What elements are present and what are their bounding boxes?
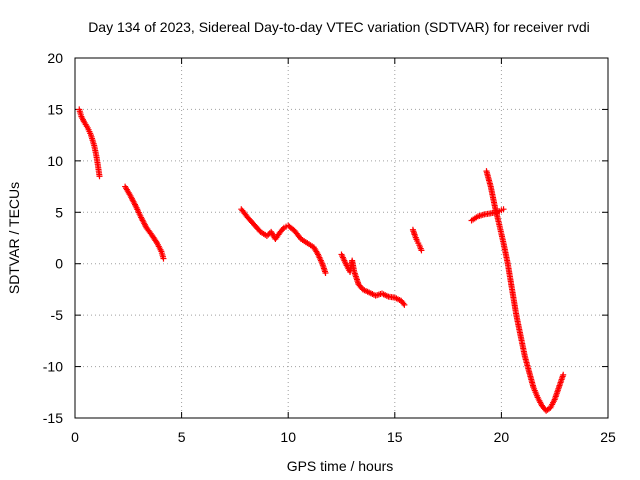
x-tick-label: 15 (387, 429, 403, 445)
series-arc-7 (483, 168, 567, 414)
x-tick-labels: 0 5 10 15 20 25 (71, 429, 616, 445)
y-tick-label: 15 (47, 101, 63, 117)
data-point (560, 371, 567, 378)
x-tick-label: 25 (600, 429, 616, 445)
data-point (500, 206, 507, 213)
plot-frame (74, 57, 609, 419)
series-arc-4 (338, 251, 408, 308)
x-tick-label: 5 (178, 429, 186, 445)
y-tick-label: -5 (51, 307, 64, 323)
x-tick-label: 0 (71, 429, 79, 445)
data-point (279, 226, 286, 232)
y-axis-label: SDTVAR / TECUs (6, 182, 22, 294)
x-tick-label: 20 (494, 429, 510, 445)
y-tick-labels: -15 -10 -5 0 5 10 15 20 (43, 50, 63, 426)
y-tick-label: -10 (43, 359, 63, 375)
data-point (400, 300, 407, 307)
data-point (160, 255, 167, 262)
y-tick-label: 20 (47, 50, 63, 66)
data-point (401, 301, 408, 308)
chart-title: Day 134 of 2023, Sidereal Day-to-day VTE… (88, 19, 590, 35)
series-arc-2 (122, 183, 167, 262)
axis-ticks (74, 57, 609, 419)
x-axis-label: GPS time / hours (287, 458, 394, 474)
series-arc-3 (238, 206, 329, 276)
y-tick-label: 0 (55, 256, 63, 272)
y-tick-label: 10 (47, 153, 63, 169)
y-tick-label: 5 (55, 204, 63, 220)
series-arc-1 (76, 106, 103, 180)
data-point (418, 247, 425, 254)
data-point (96, 173, 103, 180)
data-point (322, 269, 329, 276)
x-tick-label: 10 (280, 429, 296, 445)
data-points (76, 106, 567, 414)
data-point (153, 238, 160, 245)
series-arc-5 (409, 226, 425, 254)
y-tick-label: -15 (43, 410, 63, 426)
